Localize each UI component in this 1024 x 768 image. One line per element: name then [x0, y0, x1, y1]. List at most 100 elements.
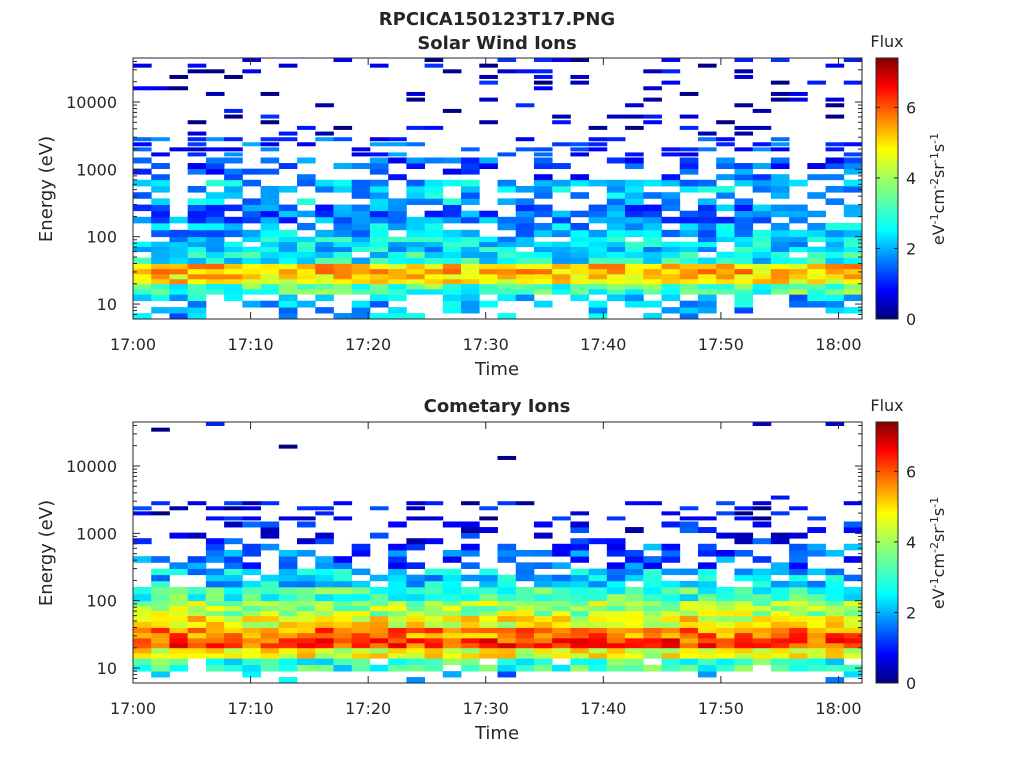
heatmap-cell — [406, 273, 426, 280]
heatmap-cell — [315, 229, 334, 238]
heatmap-cell — [351, 268, 371, 275]
heatmap-cell — [205, 642, 225, 649]
heatmap-cell — [734, 125, 754, 130]
heatmap-cell — [533, 300, 553, 308]
heatmap-cell — [315, 627, 334, 634]
heatmap-cell — [169, 313, 189, 320]
heatmap-cell — [515, 294, 535, 302]
heatmap-cell — [770, 593, 790, 602]
heatmap-cell — [224, 516, 243, 521]
heatmap-cell — [442, 246, 462, 253]
heatmap-cell — [297, 605, 316, 612]
heatmap-cell — [479, 97, 498, 102]
heatmap-cell — [461, 307, 480, 314]
heatmap-cell — [187, 562, 207, 569]
heatmap-cell — [315, 593, 334, 602]
heatmap-cell — [369, 278, 389, 285]
heatmap-cell — [752, 574, 772, 582]
heatmap-cell — [770, 179, 790, 187]
heatmap-cell — [570, 600, 590, 607]
heatmap-cell — [606, 216, 626, 224]
heatmap-cell — [843, 632, 863, 639]
heatmap-cell — [351, 627, 371, 634]
heatmap-cell — [388, 283, 407, 290]
heatmap-cell — [406, 677, 426, 684]
heatmap-cell — [588, 586, 608, 595]
heatmap-cell — [752, 642, 772, 649]
heatmap-cell — [315, 562, 334, 569]
heatmap-cell — [333, 664, 353, 672]
heatmap-cell — [697, 600, 717, 607]
heatmap-cell — [242, 593, 261, 602]
heatmap-cell — [187, 621, 207, 628]
heatmap-cell — [625, 103, 644, 108]
heatmap-cell — [588, 307, 608, 314]
heatmap-cell — [260, 185, 280, 193]
heatmap-cell — [661, 627, 681, 634]
heatmap-cell — [661, 58, 681, 62]
heatmap-cell — [133, 278, 152, 285]
heatmap-cell — [533, 647, 553, 654]
heatmap-cell — [388, 204, 407, 212]
heatmap-cell — [497, 653, 517, 659]
heatmap-cell — [643, 605, 662, 612]
heatmap-cell — [205, 137, 225, 142]
heatmap-cell — [388, 653, 407, 659]
heatmap-cell — [789, 593, 808, 602]
heatmap-cell — [388, 236, 407, 243]
heatmap-cell — [843, 637, 863, 644]
heatmap-cell — [369, 605, 389, 612]
heatmap-cell — [643, 210, 662, 218]
heatmap-cell — [297, 632, 316, 639]
heatmap-cell — [479, 506, 498, 511]
heatmap-cell — [369, 300, 389, 308]
heatmap-cell — [643, 543, 662, 551]
heatmap-cell — [661, 543, 681, 551]
heatmap-cell — [388, 664, 407, 672]
heatmap-cell — [843, 163, 863, 170]
heatmap-cell — [442, 574, 462, 582]
heatmap-cell — [151, 289, 170, 295]
heatmap-cell — [133, 664, 152, 672]
heatmap-cell — [315, 263, 334, 270]
heatmap-cell — [260, 543, 280, 551]
heatmap-cell — [242, 501, 261, 506]
heatmap-cell — [807, 246, 826, 253]
heatmap-cell — [169, 605, 189, 612]
heatmap-cell — [369, 268, 389, 275]
y-tick-label: 100 — [86, 228, 117, 247]
heatmap-cell — [406, 179, 426, 187]
heatmap-cell — [679, 610, 699, 617]
heatmap-cell — [187, 586, 207, 595]
heatmap-cell — [424, 664, 444, 672]
heatmap-cell — [297, 174, 316, 181]
heatmap-cell — [679, 632, 699, 639]
heatmap-cell — [752, 278, 772, 285]
heatmap-cell — [297, 637, 316, 644]
heatmap-cell — [461, 216, 480, 224]
heatmap-cell — [461, 532, 480, 539]
heatmap-cell — [661, 216, 681, 224]
heatmap-cell — [807, 80, 826, 85]
heatmap-cell — [843, 521, 863, 528]
heatmap-cell — [242, 543, 261, 551]
heatmap-cell — [588, 580, 608, 588]
heatmap-cell — [843, 222, 863, 231]
heatmap-cell — [151, 637, 170, 644]
heatmap-cell — [224, 610, 243, 617]
heatmap-cell — [661, 642, 681, 649]
heatmap-cell — [479, 257, 498, 264]
heatmap-cell — [625, 152, 644, 157]
heatmap-cell — [351, 147, 371, 152]
heatmap-cell — [278, 586, 298, 595]
heatmap-cell — [461, 543, 480, 551]
heatmap-cell — [661, 147, 681, 152]
heatmap-cell — [351, 647, 371, 654]
heatmap-cell — [333, 268, 353, 275]
heatmap-cell — [533, 210, 553, 218]
heatmap-cell — [643, 222, 662, 231]
heatmap-cell — [169, 568, 189, 576]
heatmap-cell — [406, 501, 426, 506]
heatmap-cell — [843, 58, 863, 62]
